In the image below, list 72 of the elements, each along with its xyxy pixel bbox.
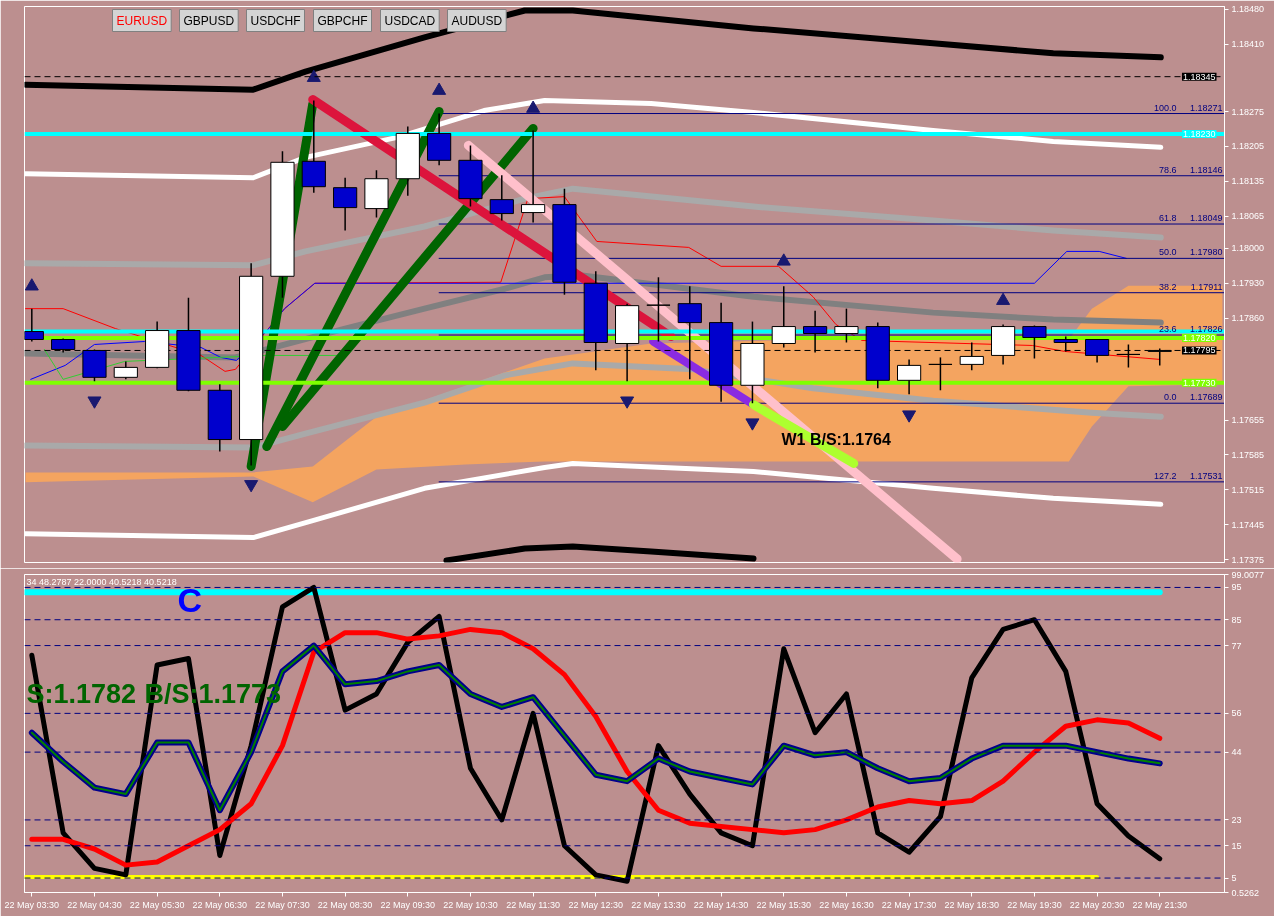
x-tick-label: 22 May 19:30	[1007, 899, 1062, 910]
y-tick-label: 1.18135	[1231, 176, 1265, 187]
y-tick-label: 44	[1231, 747, 1242, 758]
y-tick-label: 1.18480	[1231, 4, 1265, 15]
x-tick-label: 22 May 07:30	[255, 899, 310, 910]
x-tick-label: 22 May 14:30	[693, 899, 749, 910]
y-tick-label: 1.18065	[1231, 211, 1265, 222]
y-tick-label: 1.17655	[1231, 415, 1265, 426]
y-tick-label: 1.18205	[1231, 141, 1265, 152]
ref-line-label: 1.18345	[1182, 71, 1216, 82]
y-tick-label: 77	[1231, 640, 1242, 651]
data-label: 1.18271	[1189, 102, 1223, 113]
annotation: USDCAD	[384, 13, 436, 28]
data-label: 1.17980	[1189, 247, 1223, 258]
x-tick-label: 22 May 09:30	[380, 899, 436, 910]
y-tick-label: 23	[1231, 814, 1242, 825]
x-tick-label: 22 May 04:30	[67, 899, 122, 910]
x-tick-label: 22 May 05:30	[129, 899, 185, 910]
y-tick-label: 95	[1231, 582, 1242, 593]
x-tick-label: 22 May 11:30	[506, 899, 561, 910]
x-tick-label: 22 May 17:30	[881, 899, 937, 910]
series-label: 100.0	[1153, 102, 1177, 113]
x-tick-label: 22 May 20:30	[1069, 899, 1125, 910]
y-tick-label: 1.18000	[1231, 243, 1265, 254]
x-tick-label: 22 May 03:30	[4, 899, 60, 910]
y-tick-label: 5	[1231, 873, 1237, 884]
annotation: 34 48.2787 22.0000 40.5218 40.5218	[26, 576, 177, 587]
x-tick-label: 22 May 15:30	[756, 899, 812, 910]
series-label: 127.2	[1153, 470, 1177, 481]
series-label: 50.0	[1158, 247, 1177, 258]
data-label: 1.18146	[1189, 164, 1223, 175]
y-tick-label: 1.18275	[1231, 106, 1265, 117]
x-tick-label: 22 May 10:30	[443, 899, 498, 910]
y-tick-label: 99.0077	[1231, 569, 1265, 580]
y-tick-label: 1.17515	[1231, 484, 1265, 495]
series-label: 0.0	[1163, 392, 1177, 403]
x-tick-label: 22 May 12:30	[568, 899, 624, 910]
x-tick-label: 22 May 18:30	[944, 899, 1000, 910]
ref-line-label: 1.17795	[1182, 345, 1216, 356]
series-label: 38.2	[1158, 281, 1177, 292]
y-tick-label: 0.5262	[1231, 887, 1260, 898]
y-tick-label: 1.17375	[1231, 554, 1265, 565]
annotation: GBPCHF	[317, 13, 368, 28]
annotation: GBPUSD	[183, 13, 235, 28]
y-tick-label: 15	[1231, 840, 1242, 851]
y-tick-label: 1.17585	[1231, 449, 1265, 460]
x-tick-label: 22 May 06:30	[192, 899, 248, 910]
annotation: USDCHF	[250, 13, 301, 28]
series-label: 23.6	[1158, 324, 1177, 335]
x-tick-label: 22 May 08:30	[317, 899, 373, 910]
data-label: 1.17826	[1189, 324, 1223, 335]
y-tick-label: 56	[1231, 708, 1242, 719]
annotation: W1 B/S:1.1764	[781, 430, 891, 448]
ref-line-label: 1.17820	[1182, 333, 1216, 344]
annotation: EURUSD	[116, 13, 168, 28]
series-label: 78.6	[1158, 164, 1177, 175]
ref-line-label: 1.17730	[1182, 377, 1216, 388]
y-tick-label: 1.17860	[1231, 313, 1265, 324]
data-label: 1.17911	[1190, 281, 1223, 292]
y-tick-label: 85	[1231, 614, 1242, 625]
data-label: 1.18049	[1189, 213, 1223, 224]
x-tick-label: 22 May 21:30	[1132, 899, 1188, 910]
y-tick-label: 1.18410	[1231, 39, 1265, 50]
annotation: AUDUSD	[451, 13, 503, 28]
series-label: 61.8	[1158, 213, 1177, 224]
data-label: 1.17689	[1189, 392, 1223, 403]
x-tick-label: 22 May 16:30	[819, 899, 874, 910]
data-label: 1.17531	[1189, 470, 1223, 481]
x-tick-label: 22 May 13:30	[631, 899, 686, 910]
y-tick-label: 1.17930	[1231, 278, 1265, 289]
ref-line-label: 1.18230	[1182, 128, 1216, 139]
y-tick-label: 1.17445	[1231, 519, 1265, 530]
